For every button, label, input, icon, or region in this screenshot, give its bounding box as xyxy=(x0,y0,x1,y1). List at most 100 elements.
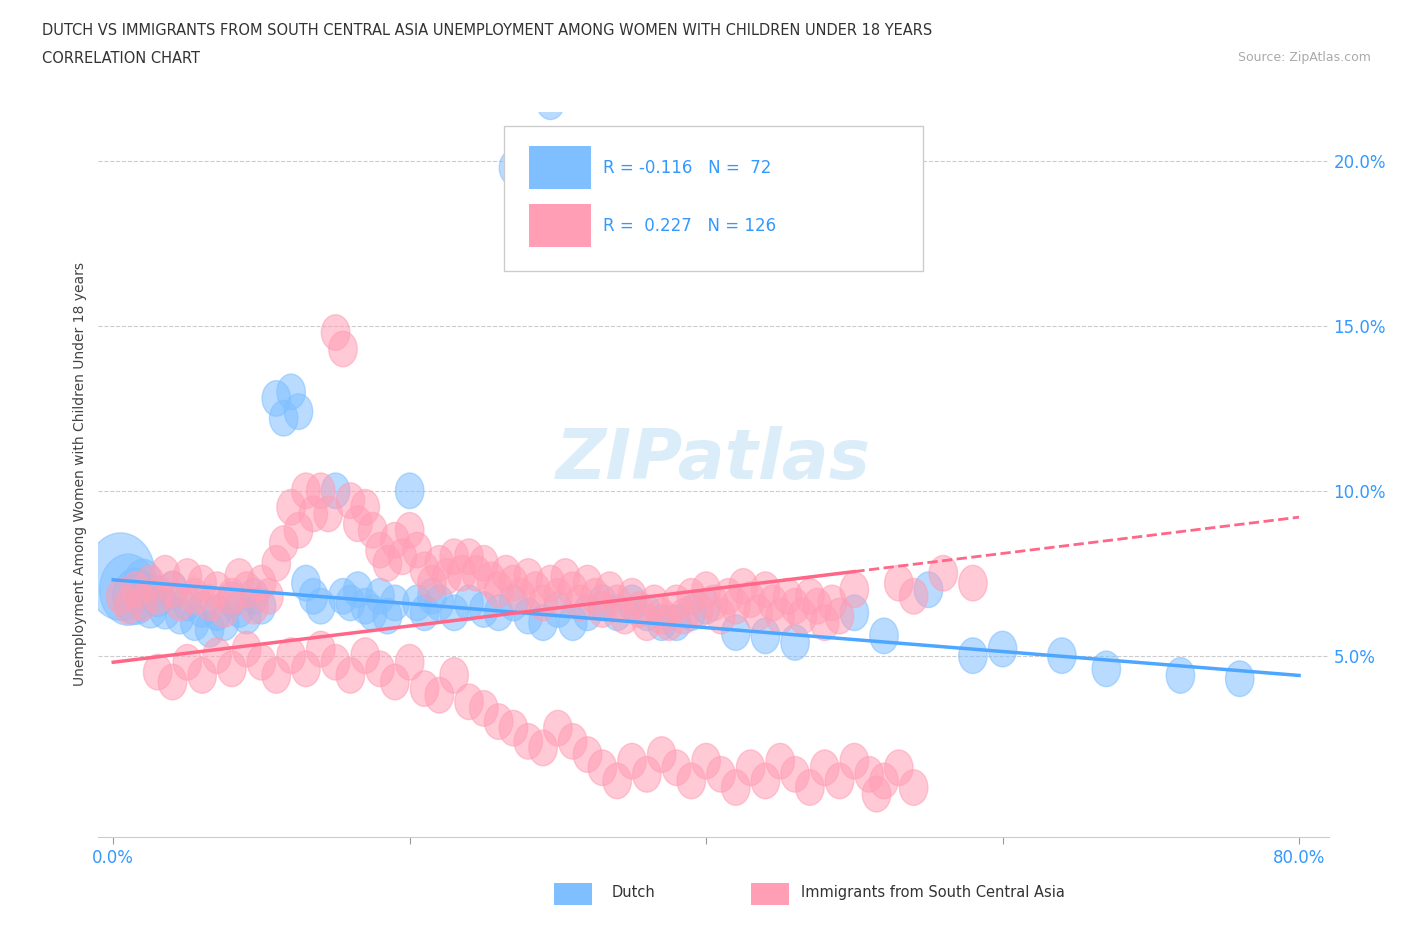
Text: Source: ZipAtlas.com: Source: ZipAtlas.com xyxy=(1237,51,1371,64)
Ellipse shape xyxy=(202,572,231,607)
Ellipse shape xyxy=(366,532,394,568)
Ellipse shape xyxy=(1047,638,1076,673)
Ellipse shape xyxy=(173,585,201,620)
Ellipse shape xyxy=(254,578,283,614)
Ellipse shape xyxy=(129,585,157,620)
Ellipse shape xyxy=(277,638,305,673)
Ellipse shape xyxy=(343,506,373,541)
FancyBboxPatch shape xyxy=(505,126,922,272)
Ellipse shape xyxy=(640,585,668,620)
Ellipse shape xyxy=(218,578,246,614)
Ellipse shape xyxy=(180,578,209,614)
Ellipse shape xyxy=(322,314,350,351)
Ellipse shape xyxy=(617,743,647,779)
Ellipse shape xyxy=(617,578,647,614)
Ellipse shape xyxy=(603,585,631,620)
Ellipse shape xyxy=(766,743,794,779)
Ellipse shape xyxy=(134,584,167,628)
Ellipse shape xyxy=(166,585,194,620)
Ellipse shape xyxy=(841,743,869,779)
Ellipse shape xyxy=(454,538,484,575)
Ellipse shape xyxy=(381,585,409,620)
Ellipse shape xyxy=(418,578,446,614)
Ellipse shape xyxy=(685,226,713,261)
Ellipse shape xyxy=(218,651,246,686)
Ellipse shape xyxy=(173,559,201,594)
Ellipse shape xyxy=(678,764,706,799)
Ellipse shape xyxy=(440,538,468,575)
Ellipse shape xyxy=(232,572,262,607)
Ellipse shape xyxy=(366,578,394,614)
Ellipse shape xyxy=(633,604,661,641)
Ellipse shape xyxy=(195,585,224,620)
Ellipse shape xyxy=(86,533,156,620)
Ellipse shape xyxy=(299,578,328,614)
Ellipse shape xyxy=(107,578,135,614)
Ellipse shape xyxy=(404,585,432,620)
Ellipse shape xyxy=(728,568,758,604)
Ellipse shape xyxy=(536,565,565,601)
Text: CORRELATION CHART: CORRELATION CHART xyxy=(42,51,200,66)
Ellipse shape xyxy=(157,571,187,608)
Text: R =  0.227   N = 126: R = 0.227 N = 126 xyxy=(603,218,776,235)
Ellipse shape xyxy=(499,150,527,185)
Ellipse shape xyxy=(647,737,676,773)
Ellipse shape xyxy=(202,638,231,673)
Ellipse shape xyxy=(314,496,343,532)
Ellipse shape xyxy=(558,604,586,641)
Ellipse shape xyxy=(1092,651,1121,686)
Ellipse shape xyxy=(395,644,425,680)
Ellipse shape xyxy=(662,750,690,786)
Ellipse shape xyxy=(744,595,772,631)
Ellipse shape xyxy=(692,589,720,624)
Ellipse shape xyxy=(737,582,765,618)
Ellipse shape xyxy=(678,578,706,614)
Ellipse shape xyxy=(699,585,728,620)
Ellipse shape xyxy=(262,658,291,693)
Ellipse shape xyxy=(796,770,824,805)
Ellipse shape xyxy=(485,595,513,631)
Ellipse shape xyxy=(870,618,898,654)
Ellipse shape xyxy=(447,555,475,591)
Ellipse shape xyxy=(329,578,357,614)
Ellipse shape xyxy=(100,554,156,625)
Ellipse shape xyxy=(515,724,543,759)
Ellipse shape xyxy=(707,598,735,634)
Ellipse shape xyxy=(270,525,298,562)
Ellipse shape xyxy=(454,684,484,720)
Ellipse shape xyxy=(603,764,631,799)
Ellipse shape xyxy=(291,565,321,601)
Ellipse shape xyxy=(485,572,513,607)
Ellipse shape xyxy=(336,658,364,693)
Ellipse shape xyxy=(373,598,402,634)
Ellipse shape xyxy=(647,604,676,641)
Ellipse shape xyxy=(173,644,201,680)
Text: Dutch: Dutch xyxy=(612,885,655,900)
Ellipse shape xyxy=(862,777,891,812)
Ellipse shape xyxy=(1226,661,1254,697)
Ellipse shape xyxy=(247,644,276,680)
Ellipse shape xyxy=(307,631,335,667)
Ellipse shape xyxy=(751,764,780,799)
Ellipse shape xyxy=(1166,658,1195,693)
Ellipse shape xyxy=(506,578,536,614)
Ellipse shape xyxy=(544,711,572,746)
Ellipse shape xyxy=(143,655,172,690)
Ellipse shape xyxy=(655,604,683,641)
Ellipse shape xyxy=(322,473,350,509)
Ellipse shape xyxy=(240,589,269,624)
Ellipse shape xyxy=(751,572,780,607)
Text: R = -0.116   N =  72: R = -0.116 N = 72 xyxy=(603,159,772,178)
Ellipse shape xyxy=(485,704,513,739)
Ellipse shape xyxy=(551,559,579,594)
Ellipse shape xyxy=(603,595,631,631)
Ellipse shape xyxy=(544,578,572,614)
Ellipse shape xyxy=(277,374,305,410)
Ellipse shape xyxy=(277,489,305,525)
Ellipse shape xyxy=(359,595,387,631)
Ellipse shape xyxy=(588,591,617,628)
Ellipse shape xyxy=(209,604,239,641)
Ellipse shape xyxy=(617,585,647,620)
Ellipse shape xyxy=(114,589,142,624)
Ellipse shape xyxy=(470,691,498,726)
